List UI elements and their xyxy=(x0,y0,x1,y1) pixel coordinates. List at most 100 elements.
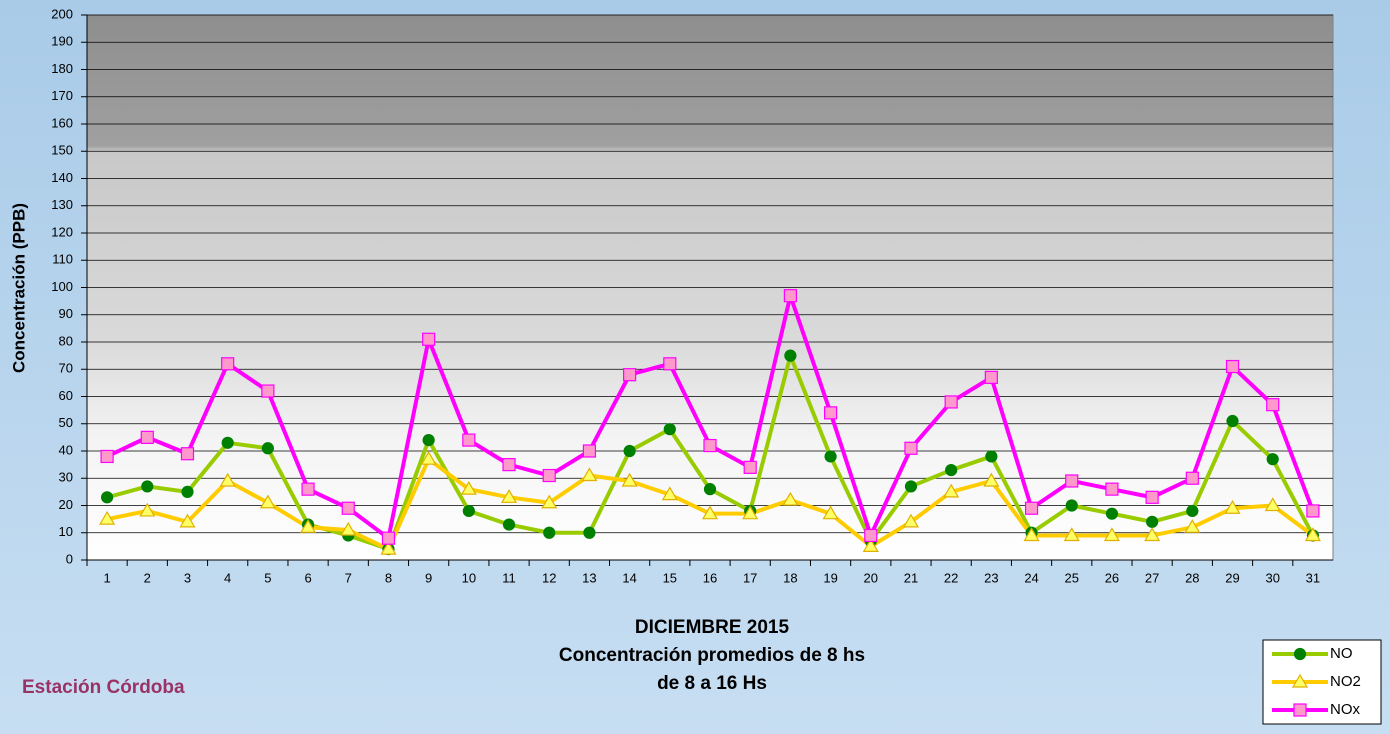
y-tick-label: 120 xyxy=(51,224,73,239)
x-tick-label: 29 xyxy=(1225,570,1239,585)
y-tick-label: 140 xyxy=(51,170,73,185)
y-tick-label: 80 xyxy=(59,333,73,348)
x-tick-label: 11 xyxy=(502,570,516,585)
point xyxy=(784,290,796,302)
y-tick-label: 90 xyxy=(59,306,73,321)
point xyxy=(1106,483,1118,495)
point xyxy=(825,451,836,462)
point xyxy=(423,333,435,345)
point xyxy=(1295,649,1306,660)
x-tick-label: 20 xyxy=(864,570,878,585)
point xyxy=(584,527,595,538)
x-tick-label: 31 xyxy=(1306,570,1320,585)
y-tick-label: 0 xyxy=(66,551,73,566)
x-tick-label: 12 xyxy=(542,570,556,585)
point xyxy=(905,481,916,492)
point xyxy=(222,437,233,448)
point xyxy=(825,407,837,419)
point xyxy=(262,443,273,454)
point xyxy=(182,486,193,497)
x-tick-label: 6 xyxy=(304,570,311,585)
x-tick-label: 8 xyxy=(385,570,392,585)
y-tick-label: 170 xyxy=(51,88,73,103)
y-tick-label: 70 xyxy=(59,361,73,376)
x-tick-label: 16 xyxy=(703,570,717,585)
y-tick-label: 160 xyxy=(51,115,73,130)
point xyxy=(624,369,636,381)
point xyxy=(664,424,675,435)
point xyxy=(1294,704,1306,716)
y-tick-label: 200 xyxy=(51,6,73,21)
y-tick-label: 30 xyxy=(59,470,73,485)
point xyxy=(1066,500,1077,511)
point xyxy=(1187,505,1198,516)
y-axis-label: Concentración (PPB) xyxy=(9,203,28,373)
point xyxy=(142,481,153,492)
legend-label: NO2 xyxy=(1330,673,1361,690)
point xyxy=(985,371,997,383)
point xyxy=(744,461,756,473)
point xyxy=(1147,516,1158,527)
point xyxy=(141,431,153,443)
y-tick-label: 60 xyxy=(59,388,73,403)
point xyxy=(1146,491,1158,503)
point xyxy=(503,459,515,471)
legend-label: NOx xyxy=(1330,701,1361,718)
point xyxy=(382,532,394,544)
point xyxy=(1267,399,1279,411)
point xyxy=(543,470,555,482)
y-tick-label: 190 xyxy=(51,34,73,49)
point xyxy=(504,519,515,530)
y-tick-label: 180 xyxy=(51,61,73,76)
point xyxy=(1106,508,1117,519)
x-tick-label: 1 xyxy=(103,570,110,585)
x-tick-label: 28 xyxy=(1185,570,1199,585)
point xyxy=(181,448,193,460)
point xyxy=(1026,502,1038,514)
point xyxy=(1227,416,1238,427)
point xyxy=(101,450,113,462)
point xyxy=(1066,475,1078,487)
point xyxy=(945,396,957,408)
point xyxy=(463,505,474,516)
point xyxy=(785,350,796,361)
x-tick-label: 18 xyxy=(783,570,797,585)
x-tick-label: 21 xyxy=(904,570,918,585)
y-tick-label: 110 xyxy=(52,252,73,267)
x-tick-label: 10 xyxy=(462,570,476,585)
x-tick-label: 13 xyxy=(582,570,596,585)
x-tick-label: 14 xyxy=(622,570,636,585)
point xyxy=(342,502,354,514)
x-tick-label: 5 xyxy=(264,570,271,585)
y-tick-label: 130 xyxy=(51,197,73,212)
point xyxy=(544,527,555,538)
point xyxy=(583,445,595,457)
chart-subtitle: Concentración promedios de 8 hs xyxy=(559,645,865,666)
y-tick-label: 100 xyxy=(51,279,73,294)
point xyxy=(1186,472,1198,484)
point xyxy=(102,492,113,503)
point xyxy=(705,484,716,495)
legend-label: NO xyxy=(1330,645,1353,662)
point xyxy=(704,440,716,452)
x-tick-label: 30 xyxy=(1265,570,1279,585)
point xyxy=(1267,454,1278,465)
chart: DICIEMBRE 2015 Concentración promedios d… xyxy=(0,0,1390,734)
x-tick-label: 26 xyxy=(1105,570,1119,585)
chart-subtitle: de 8 a 16 Hs xyxy=(657,673,767,694)
point xyxy=(986,451,997,462)
point xyxy=(222,358,234,370)
x-tick-label: 27 xyxy=(1145,570,1159,585)
point xyxy=(624,446,635,457)
point xyxy=(664,358,676,370)
y-tick-label: 150 xyxy=(51,143,73,158)
point xyxy=(302,483,314,495)
point xyxy=(262,385,274,397)
station-label: Estación Córdoba xyxy=(22,677,185,698)
x-tick-label: 3 xyxy=(184,570,191,585)
x-tick-label: 9 xyxy=(425,570,432,585)
x-tick-label: 2 xyxy=(144,570,151,585)
point xyxy=(1307,505,1319,517)
y-tick-label: 10 xyxy=(59,524,73,539)
y-tick-label: 40 xyxy=(59,442,73,457)
